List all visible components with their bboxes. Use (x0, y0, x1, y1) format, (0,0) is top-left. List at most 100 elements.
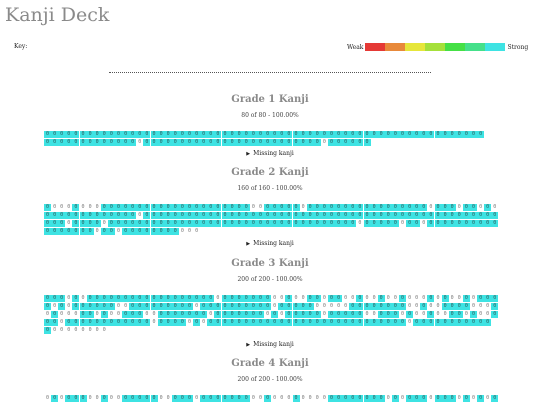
kanji-cell[interactable]: 0 (429, 395, 433, 401)
kanji-cell[interactable]: 0 (143, 395, 151, 402)
kanji-cell[interactable]: 0 (322, 303, 326, 309)
kanji-cell[interactable]: 0 (60, 204, 64, 210)
kanji-cell[interactable]: 0 (479, 204, 483, 210)
kanji-cell[interactable]: 0 (195, 303, 199, 309)
kanji-cell[interactable]: 0 (299, 212, 307, 219)
kanji-cell[interactable]: 0 (328, 220, 335, 227)
kanji-cell[interactable]: 0 (399, 131, 406, 138)
kanji-cell[interactable]: 0 (337, 303, 341, 309)
kanji-cell[interactable]: 0 (221, 395, 229, 402)
kanji-cell[interactable]: 0 (441, 204, 449, 211)
kanji-cell[interactable]: 0 (443, 311, 447, 317)
kanji-cell[interactable]: 0 (145, 311, 149, 317)
kanji-cell[interactable]: 0 (328, 311, 335, 318)
kanji-cell[interactable]: 0 (406, 131, 414, 138)
kanji-cell[interactable]: 0 (420, 395, 428, 402)
kanji-cell[interactable]: 0 (464, 311, 468, 317)
kanji-cell[interactable]: 0 (107, 228, 115, 235)
kanji-cell[interactable]: 0 (157, 212, 165, 219)
kanji-cell[interactable]: 0 (143, 228, 151, 235)
kanji-cell[interactable]: 0 (51, 139, 59, 146)
kanji-cell[interactable]: 0 (344, 295, 348, 301)
kanji-cell[interactable]: 0 (306, 311, 314, 318)
kanji-cell[interactable]: 0 (193, 139, 201, 146)
kanji-cell[interactable]: 0 (441, 319, 449, 326)
kanji-cell[interactable]: 0 (448, 204, 456, 211)
kanji-cell[interactable]: 0 (44, 327, 51, 334)
kanji-cell[interactable]: 0 (448, 220, 456, 227)
kanji-cell[interactable]: 0 (186, 395, 193, 402)
kanji-cell[interactable]: 0 (448, 319, 456, 326)
kanji-cell[interactable]: 0 (129, 220, 137, 227)
kanji-cell[interactable]: 0 (249, 139, 257, 146)
kanji-cell[interactable]: 0 (299, 319, 307, 326)
kanji-cell[interactable]: 0 (415, 295, 419, 301)
kanji-cell[interactable]: 0 (235, 311, 243, 318)
kanji-cell[interactable]: 0 (413, 319, 421, 326)
kanji-cell[interactable]: 0 (462, 295, 470, 302)
kanji-cell[interactable]: 0 (391, 319, 399, 326)
kanji-cell[interactable]: 0 (81, 295, 85, 301)
kanji-cell[interactable]: 0 (74, 327, 78, 333)
kanji-cell[interactable]: 0 (391, 131, 399, 138)
kanji-cell[interactable]: 0 (228, 395, 236, 402)
kanji-cell[interactable]: 0 (342, 319, 350, 326)
kanji-cell[interactable]: 0 (44, 228, 51, 235)
kanji-cell[interactable]: 0 (365, 295, 369, 301)
kanji-cell[interactable]: 0 (258, 204, 262, 210)
kanji-cell[interactable]: 0 (200, 395, 208, 402)
kanji-cell[interactable]: 0 (242, 295, 250, 302)
kanji-cell[interactable]: 0 (429, 204, 433, 210)
kanji-cell[interactable]: 0 (413, 131, 421, 138)
kanji-cell[interactable]: 0 (164, 204, 172, 211)
kanji-cell[interactable]: 0 (100, 319, 108, 326)
kanji-cell[interactable]: 0 (100, 303, 108, 310)
kanji-cell[interactable]: 0 (313, 295, 321, 302)
kanji-cell[interactable]: 0 (115, 220, 122, 227)
kanji-cell[interactable]: 0 (129, 395, 137, 402)
kanji-cell[interactable]: 0 (471, 295, 475, 301)
kanji-cell[interactable]: 0 (273, 303, 277, 309)
kanji-cell[interactable]: 0 (228, 319, 236, 326)
kanji-cell[interactable]: 0 (477, 220, 485, 227)
kanji-cell[interactable]: 0 (413, 204, 421, 211)
kanji-cell[interactable]: 0 (79, 319, 87, 326)
kanji-cell[interactable]: 0 (434, 131, 442, 138)
kanji-cell[interactable]: 0 (107, 295, 115, 302)
kanji-cell[interactable]: 0 (129, 212, 137, 219)
kanji-cell[interactable]: 0 (143, 204, 151, 211)
kanji-cell[interactable]: 0 (86, 131, 94, 138)
kanji-cell[interactable]: 0 (200, 139, 208, 146)
kanji-cell[interactable]: 0 (315, 303, 319, 309)
kanji-cell[interactable]: 0 (44, 139, 51, 146)
kanji-cell[interactable]: 0 (413, 395, 421, 402)
kanji-cell[interactable]: 0 (335, 395, 343, 402)
kanji-cell[interactable]: 0 (58, 212, 66, 219)
kanji-cell[interactable]: 0 (264, 131, 272, 138)
kanji-cell[interactable]: 0 (115, 212, 122, 219)
kanji-cell[interactable]: 0 (349, 139, 357, 146)
kanji-cell[interactable]: 0 (349, 311, 357, 318)
kanji-cell[interactable]: 0 (306, 220, 314, 227)
kanji-cell[interactable]: 0 (186, 220, 193, 227)
kanji-cell[interactable]: 0 (278, 220, 286, 227)
kanji-cell[interactable]: 0 (122, 395, 130, 402)
kanji-cell[interactable]: 0 (448, 212, 456, 219)
kanji-cell[interactable]: 0 (72, 319, 80, 326)
kanji-cell[interactable]: 0 (186, 204, 193, 211)
kanji-cell[interactable]: 0 (60, 319, 64, 325)
kanji-cell[interactable]: 0 (228, 139, 236, 146)
kanji-cell[interactable]: 0 (400, 311, 404, 317)
kanji-cell[interactable]: 0 (278, 204, 286, 211)
kanji-cell[interactable]: 0 (320, 204, 328, 211)
kanji-cell[interactable]: 0 (264, 220, 272, 227)
kanji-cell[interactable]: 0 (384, 220, 392, 227)
kanji-cell[interactable]: 0 (178, 131, 186, 138)
kanji-cell[interactable]: 0 (235, 204, 243, 211)
kanji-cell[interactable]: 0 (249, 212, 257, 219)
kanji-cell[interactable]: 0 (313, 139, 321, 146)
kanji-cell[interactable]: 0 (157, 295, 165, 302)
kanji-cell[interactable]: 0 (72, 228, 80, 235)
kanji-cell[interactable]: 0 (79, 139, 87, 146)
kanji-cell[interactable]: 0 (313, 220, 321, 227)
